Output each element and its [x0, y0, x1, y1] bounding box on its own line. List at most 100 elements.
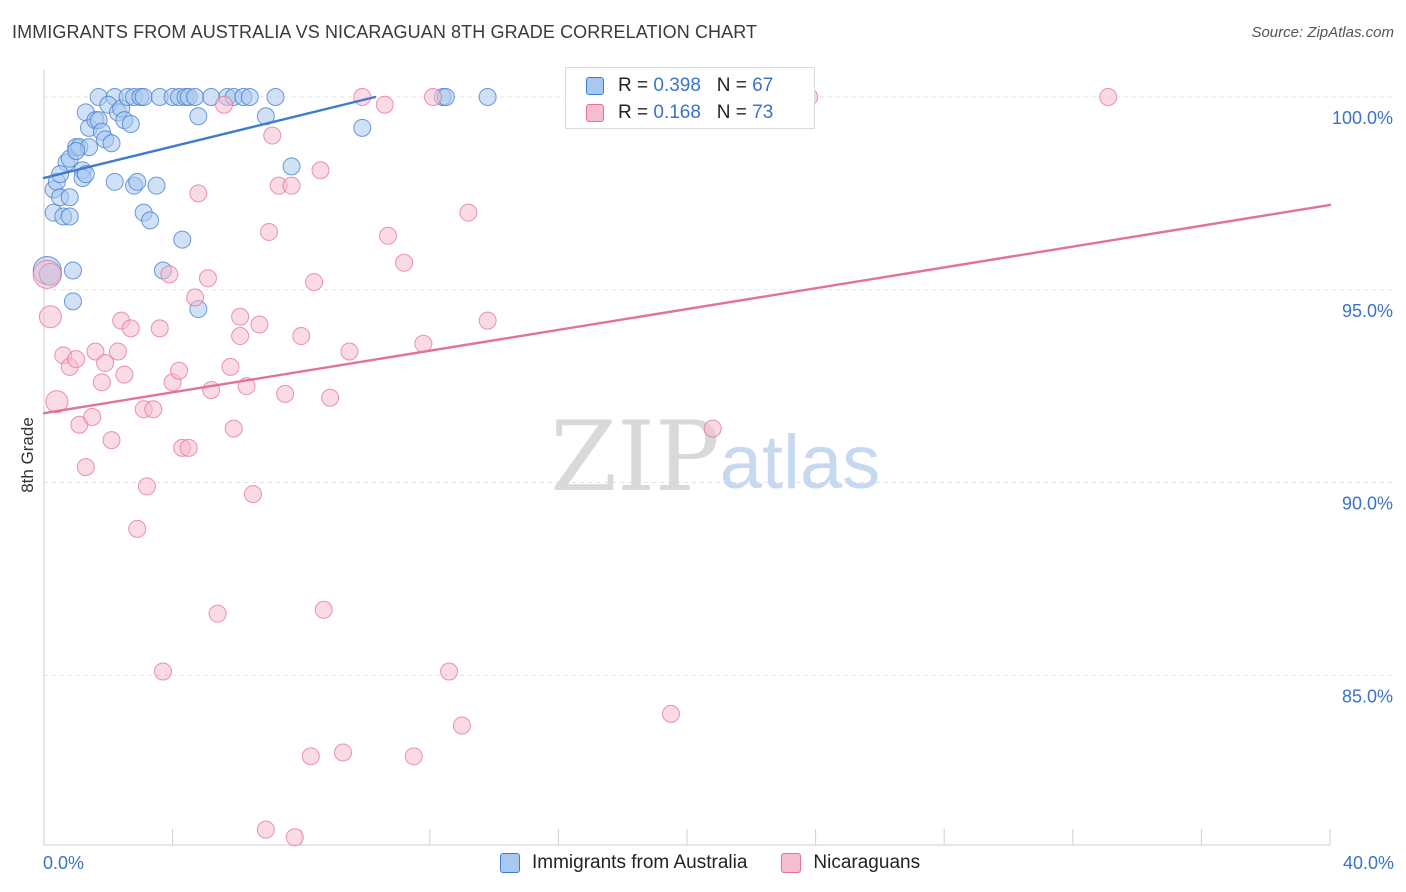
point-australia	[353, 118, 372, 137]
point-nicaraguans	[375, 95, 394, 114]
point-nicaraguans	[260, 222, 279, 241]
point-nicaraguans	[395, 253, 414, 272]
legend-label-australia: Immigrants from Australia	[532, 852, 748, 873]
x-tick-max: 40.0%	[1342, 853, 1394, 873]
point-australia	[60, 188, 79, 207]
point-nicaraguans	[186, 288, 205, 307]
n-value: 67	[752, 75, 774, 96]
point-australia	[60, 207, 79, 226]
point-australia	[128, 172, 147, 191]
stats-legend: R = 0.398 N = 67 R = 0.168 N = 73	[565, 67, 815, 129]
point-nicaraguans	[452, 716, 471, 735]
point-nicaraguans	[92, 373, 111, 392]
point-australia	[282, 157, 301, 176]
point-nicaraguans	[321, 388, 340, 407]
point-nicaraguans	[404, 747, 423, 766]
point-nicaraguans	[314, 600, 333, 619]
point-nicaraguans	[198, 269, 217, 288]
y-tick-label: 95.0%	[1342, 301, 1393, 321]
point-nicaraguans	[231, 327, 250, 346]
trend-lines	[42, 95, 1332, 415]
legend-swatch-blue	[500, 853, 520, 873]
point-nicaraguans	[353, 87, 372, 106]
point-nicaraguans	[189, 184, 208, 203]
point-australia	[67, 141, 86, 160]
point-australia	[121, 114, 140, 133]
n-label: N =	[716, 75, 747, 96]
watermark-atlas: atlas	[720, 420, 881, 505]
point-nicaraguans	[282, 176, 301, 195]
point-nicaraguans	[76, 458, 95, 477]
point-nicaraguans	[301, 747, 320, 766]
legend-swatch-pink	[781, 853, 802, 873]
point-nicaraguans	[144, 400, 163, 419]
legend-item-nicaraguans[interactable]: Nicaraguans	[781, 852, 920, 874]
point-nicaraguans	[305, 273, 324, 292]
y-tick-label: 100.0%	[1332, 108, 1393, 128]
n-value: 73	[752, 102, 774, 123]
point-nicaraguans	[285, 828, 304, 847]
point-nicaraguans	[179, 438, 198, 457]
x-tick-min: 0.0%	[43, 853, 85, 873]
point-nicaraguans	[45, 390, 69, 414]
y-tick-label: 90.0%	[1342, 494, 1393, 514]
point-nicaraguans	[153, 662, 172, 681]
point-nicaraguans	[170, 361, 189, 380]
point-nicaraguans	[459, 203, 478, 222]
point-nicaraguans	[221, 357, 240, 376]
r-value: 0.168	[653, 102, 701, 123]
point-nicaraguans	[208, 604, 227, 623]
chart-title: IMMIGRANTS FROM AUSTRALIA VS NICARAGUAN …	[12, 22, 758, 42]
point-nicaraguans	[250, 315, 269, 334]
point-nicaraguans	[121, 319, 140, 338]
data-points	[32, 87, 1118, 847]
point-nicaraguans	[243, 485, 262, 504]
point-nicaraguans	[424, 87, 443, 106]
point-nicaraguans	[276, 384, 295, 403]
y-tick-label: 85.0%	[1342, 686, 1393, 706]
point-nicaraguans	[379, 226, 398, 245]
point-australia	[134, 87, 153, 106]
point-nicaraguans	[263, 126, 282, 145]
point-nicaraguans	[440, 662, 459, 681]
point-australia	[478, 87, 497, 106]
point-nicaraguans	[38, 305, 62, 329]
point-nicaraguans	[224, 419, 243, 438]
point-nicaraguans	[128, 519, 147, 538]
point-australia	[147, 176, 166, 195]
legend-item-australia[interactable]: Immigrants from Australia	[500, 852, 747, 874]
point-australia	[102, 134, 121, 153]
point-nicaraguans	[32, 259, 62, 289]
point-nicaraguans	[661, 704, 680, 723]
point-nicaraguans	[160, 265, 179, 284]
point-nicaraguans	[86, 342, 105, 361]
point-australia	[240, 87, 259, 106]
legend-swatch-pink	[586, 104, 604, 122]
point-nicaraguans	[115, 365, 134, 384]
point-australia	[189, 107, 208, 126]
point-australia	[173, 230, 192, 249]
point-nicaraguans	[137, 477, 156, 496]
point-nicaraguans	[311, 161, 330, 180]
point-nicaraguans	[1099, 87, 1118, 106]
point-australia	[105, 172, 124, 191]
point-australia	[63, 292, 82, 311]
point-australia	[141, 211, 160, 230]
watermark-zip: ZIP	[550, 401, 719, 513]
legend-label-nicaraguans: Nicaraguans	[813, 852, 921, 873]
point-nicaraguans	[340, 342, 359, 361]
point-nicaraguans	[478, 311, 497, 330]
point-nicaraguans	[108, 342, 127, 361]
point-australia	[186, 87, 205, 106]
point-nicaraguans	[256, 820, 275, 839]
y-tick-labels: 85.0% 90.0% 95.0% 100.0%	[1332, 108, 1393, 706]
point-nicaraguans	[215, 95, 234, 114]
point-nicaraguans	[703, 419, 722, 438]
point-nicaraguans	[96, 354, 115, 373]
n-label: N =	[716, 102, 747, 123]
point-australia	[63, 261, 82, 280]
r-label: R =	[618, 75, 649, 96]
point-nicaraguans	[231, 307, 250, 326]
trend-line-australia	[42, 95, 377, 180]
